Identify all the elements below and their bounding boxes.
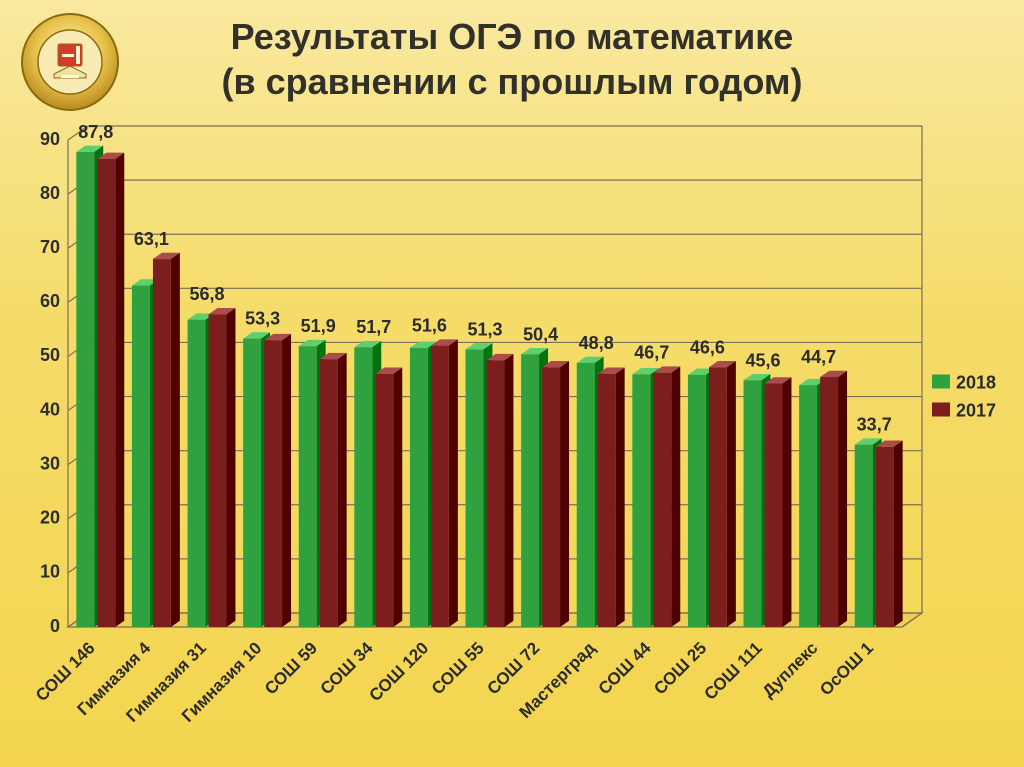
y-tick-label: 70 [40, 237, 60, 257]
bar [466, 349, 484, 627]
bar-value-label: 51,7 [356, 317, 391, 337]
y-tick-label: 60 [40, 291, 60, 311]
category-label: СОШ 44 [595, 638, 655, 698]
chart-title-line2: (в сравнении с прошлым годом) [0, 59, 1024, 104]
bar [410, 348, 428, 627]
category-label: ОсОШ 1 [816, 638, 877, 699]
bar [876, 447, 894, 627]
bar [577, 363, 595, 627]
y-tick-label: 90 [40, 129, 60, 149]
bar [709, 367, 727, 627]
category-label: СОШ 59 [261, 638, 321, 698]
y-tick-label: 30 [40, 453, 60, 473]
bar [375, 374, 393, 627]
bar-value-label: 44,7 [801, 347, 836, 367]
bar-value-label: 51,3 [467, 319, 502, 339]
bar [188, 320, 206, 627]
bar-value-label: 46,7 [634, 343, 669, 363]
bar-value-label: 50,4 [523, 324, 558, 344]
chart-title-block: Результаты ОГЭ по математике (в сравнени… [0, 14, 1024, 104]
bar-value-label: 53,3 [245, 309, 280, 329]
bar-value-label: 51,6 [412, 316, 447, 336]
bar [209, 314, 227, 627]
y-tick-label: 40 [40, 399, 60, 419]
bar [320, 359, 338, 627]
bar [744, 380, 762, 627]
bar [632, 374, 650, 627]
bar [521, 354, 539, 627]
y-tick-label: 80 [40, 183, 60, 203]
bar [598, 374, 616, 627]
bar [765, 384, 783, 628]
category-label: Дуплекс [759, 638, 822, 701]
bar [431, 346, 449, 627]
y-tick-label: 50 [40, 345, 60, 365]
legend-label: 2017 [956, 400, 996, 420]
legend-label: 2018 [956, 372, 996, 392]
bar-value-label: 56,8 [189, 284, 224, 304]
bar [354, 347, 372, 627]
bar [542, 367, 560, 627]
bar-value-label: 87,8 [78, 122, 113, 142]
bar [653, 373, 671, 627]
y-tick-label: 10 [40, 562, 60, 582]
bar [76, 152, 94, 627]
bar [153, 259, 171, 627]
bar-value-label: 48,8 [579, 333, 614, 353]
bar-value-label: 45,6 [745, 350, 780, 370]
bar [132, 286, 150, 627]
bar-value-label: 51,9 [301, 316, 336, 336]
bar [820, 377, 838, 627]
category-label: СОШ 120 [366, 638, 433, 705]
bar [243, 339, 261, 627]
chart-title-line1: Результаты ОГЭ по математике [0, 14, 1024, 59]
bar [264, 340, 282, 627]
bar-chart: 010203040506070809087,8СОШ 14663,1Гимназ… [12, 120, 1012, 757]
bar-value-label: 33,7 [857, 415, 892, 435]
y-tick-label: 0 [50, 616, 60, 636]
bar [855, 445, 873, 627]
bar-value-label: 46,6 [690, 337, 725, 357]
bar-chart-svg: 010203040506070809087,8СОШ 14663,1Гимназ… [12, 120, 1012, 757]
bar-value-label: 63,1 [134, 229, 169, 249]
bar [299, 346, 317, 627]
bar [97, 159, 115, 627]
y-tick-label: 20 [40, 508, 60, 528]
category-label: СОШ 55 [428, 638, 488, 698]
bar [487, 360, 505, 627]
category-label: СОШ 111 [701, 638, 766, 703]
bar [799, 385, 817, 627]
bar [688, 375, 706, 627]
